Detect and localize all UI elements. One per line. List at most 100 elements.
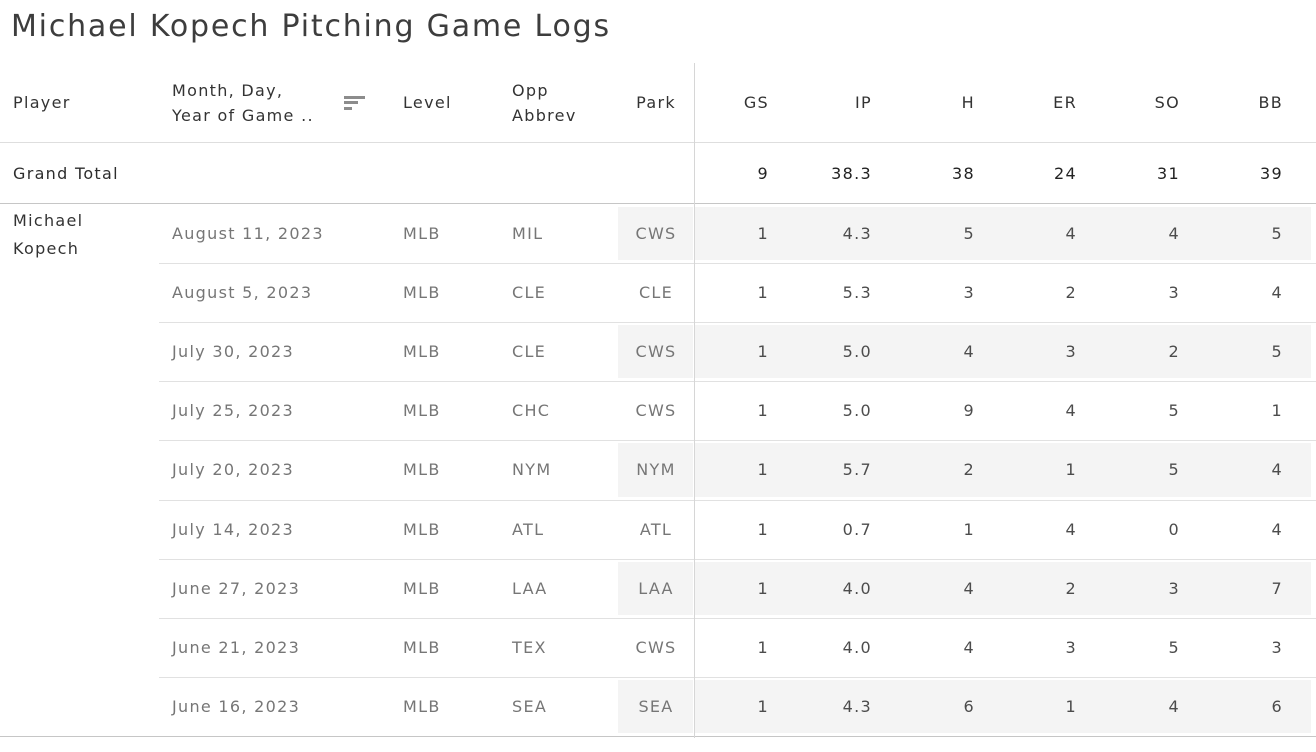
date-cell[interactable]: August 5, 2023 <box>172 283 313 303</box>
date-cell[interactable]: June 27, 2023 <box>172 578 301 598</box>
opp-cell[interactable]: MIL <box>512 224 544 244</box>
park-cell[interactable]: LAA <box>638 578 674 598</box>
table-row[interactable]: July 30, 2023 MLB CLE CWS 1 5.0 4 3 2 5 <box>0 322 1316 381</box>
measure-cell-er[interactable]: 1 <box>1065 696 1077 716</box>
column-header-date[interactable]: Month, Day, Year of Game .. <box>172 63 314 142</box>
opp-cell[interactable]: NYM <box>512 460 552 480</box>
park-cell[interactable]: SEA <box>638 696 674 716</box>
measure-cell-h[interactable]: 5 <box>963 224 975 244</box>
level-cell[interactable]: MLB <box>403 283 441 303</box>
player-name-cell[interactable]: Michael Kopech <box>13 211 84 258</box>
measure-cell-bb[interactable]: 1 <box>1271 401 1283 421</box>
measure-cell-er[interactable]: 1 <box>1065 460 1077 480</box>
measure-cell-gs[interactable]: 1 <box>757 283 769 303</box>
measure-cell-h[interactable]: 1 <box>963 519 975 539</box>
park-cell[interactable]: CLE <box>638 283 674 303</box>
opp-cell[interactable]: CLE <box>512 342 547 362</box>
measure-cell-so[interactable]: 3 <box>1168 578 1180 598</box>
level-cell[interactable]: MLB <box>403 342 441 362</box>
level-cell[interactable]: MLB <box>403 578 441 598</box>
column-header-level[interactable]: Level <box>403 93 452 112</box>
measure-cell-h[interactable]: 4 <box>963 637 975 657</box>
measure-cell-gs[interactable]: 1 <box>757 342 769 362</box>
measure-cell-er[interactable]: 2 <box>1065 578 1077 598</box>
measure-cell-h[interactable]: 3 <box>963 283 975 303</box>
column-header-player[interactable]: Player <box>13 93 71 112</box>
measure-cell-so[interactable]: 4 <box>1168 696 1180 716</box>
column-header-bb[interactable]: BB <box>1258 93 1283 112</box>
measure-cell-gs[interactable]: 1 <box>757 637 769 657</box>
measure-cell-er[interactable]: 3 <box>1065 637 1077 657</box>
measure-cell-so[interactable]: 5 <box>1168 401 1180 421</box>
column-header-h[interactable]: H <box>961 93 975 112</box>
column-header-gs[interactable]: GS <box>743 93 769 112</box>
measure-cell-so[interactable]: 2 <box>1168 342 1180 362</box>
measure-cell-ip[interactable]: 4.0 <box>842 637 872 657</box>
measure-cell-ip[interactable]: 5.3 <box>842 283 872 303</box>
measure-cell-gs[interactable]: 1 <box>757 519 769 539</box>
sort-descending-icon[interactable] <box>344 95 365 110</box>
measure-cell-bb[interactable]: 5 <box>1271 224 1283 244</box>
measure-cell-ip[interactable]: 4.3 <box>842 224 872 244</box>
opp-cell[interactable]: ATL <box>512 519 545 539</box>
measure-cell-h[interactable]: 4 <box>963 578 975 598</box>
measure-cell-bb[interactable]: 6 <box>1271 696 1283 716</box>
column-header-park[interactable]: Park <box>636 93 676 112</box>
measure-cell-bb[interactable]: 4 <box>1271 519 1283 539</box>
measure-cell-so[interactable]: 3 <box>1168 283 1180 303</box>
column-header-so[interactable]: SO <box>1154 93 1180 112</box>
column-header-er[interactable]: ER <box>1053 93 1077 112</box>
measure-cell-er[interactable]: 3 <box>1065 342 1077 362</box>
grand-total-row[interactable]: Grand Total 9 38.3 38 24 31 39 <box>0 143 1316 204</box>
measure-cell-gs[interactable]: 1 <box>757 224 769 244</box>
level-cell[interactable]: MLB <box>403 401 441 421</box>
opp-cell[interactable]: CLE <box>512 283 547 303</box>
measure-cell-gs[interactable]: 1 <box>757 401 769 421</box>
level-cell[interactable]: MLB <box>403 696 441 716</box>
date-cell[interactable]: June 21, 2023 <box>172 637 301 657</box>
park-cell[interactable]: CWS <box>635 401 677 421</box>
measure-cell-so[interactable]: 0 <box>1168 519 1180 539</box>
date-cell[interactable]: July 20, 2023 <box>172 460 295 480</box>
measure-cell-ip[interactable]: 4.3 <box>842 696 872 716</box>
measure-cell-so[interactable]: 4 <box>1168 224 1180 244</box>
measure-cell-ip[interactable]: 5.7 <box>842 460 872 480</box>
park-cell[interactable]: NYM <box>636 460 676 480</box>
measure-cell-so[interactable]: 5 <box>1168 460 1180 480</box>
measure-cell-er[interactable]: 2 <box>1065 283 1077 303</box>
measure-cell-ip[interactable]: 4.0 <box>842 578 872 598</box>
measure-cell-h[interactable]: 9 <box>963 401 975 421</box>
measure-cell-bb[interactable]: 7 <box>1271 578 1283 598</box>
measure-cell-h[interactable]: 6 <box>963 696 975 716</box>
measure-cell-bb[interactable]: 4 <box>1271 460 1283 480</box>
measure-cell-h[interactable]: 2 <box>963 460 975 480</box>
park-cell[interactable]: ATL <box>639 519 673 539</box>
date-cell[interactable]: July 25, 2023 <box>172 401 295 421</box>
measure-cell-gs[interactable]: 1 <box>757 696 769 716</box>
column-header-ip[interactable]: IP <box>855 93 872 112</box>
park-cell[interactable]: CWS <box>635 224 677 244</box>
level-cell[interactable]: MLB <box>403 637 441 657</box>
measure-cell-so[interactable]: 5 <box>1168 637 1180 657</box>
opp-cell[interactable]: SEA <box>512 696 548 716</box>
park-cell[interactable]: CWS <box>635 342 677 362</box>
measure-cell-bb[interactable]: 3 <box>1271 637 1283 657</box>
opp-cell[interactable]: CHC <box>512 401 551 421</box>
date-cell[interactable]: August 11, 2023 <box>172 224 324 244</box>
date-cell[interactable]: July 30, 2023 <box>172 342 295 362</box>
date-cell[interactable]: June 16, 2023 <box>172 696 301 716</box>
measure-cell-ip[interactable]: 5.0 <box>842 401 872 421</box>
table-row[interactable]: July 25, 2023 MLB CHC CWS 1 5.0 9 4 5 1 <box>0 381 1316 440</box>
column-header-opp-abbrev[interactable]: Opp Abbrev <box>512 63 577 142</box>
measure-cell-gs[interactable]: 1 <box>757 460 769 480</box>
table-row[interactable]: July 20, 2023 MLB NYM NYM 1 5.7 2 1 5 4 <box>0 440 1316 499</box>
opp-cell[interactable]: LAA <box>512 578 548 598</box>
date-cell[interactable]: July 14, 2023 <box>172 519 295 539</box>
table-row[interactable]: August 5, 2023 MLB CLE CLE 1 5.3 3 2 3 4 <box>0 263 1316 322</box>
measure-cell-gs[interactable]: 1 <box>757 578 769 598</box>
measure-cell-ip[interactable]: 0.7 <box>842 519 872 539</box>
measure-cell-er[interactable]: 4 <box>1065 224 1077 244</box>
table-row[interactable]: June 16, 2023 MLB SEA SEA 1 4.3 6 1 4 6 <box>0 676 1316 736</box>
level-cell[interactable]: MLB <box>403 519 441 539</box>
measure-cell-er[interactable]: 4 <box>1065 401 1077 421</box>
